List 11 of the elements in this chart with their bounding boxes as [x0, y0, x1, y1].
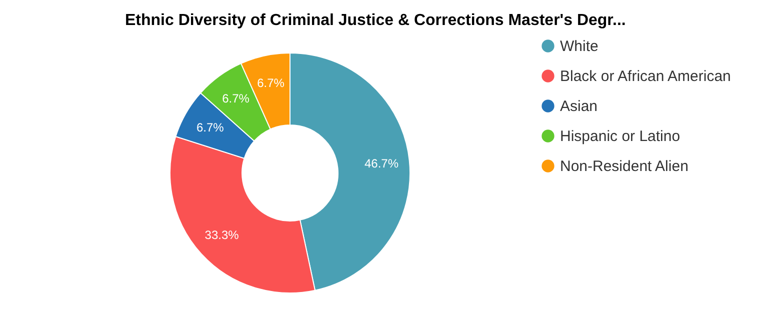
data-label: 33.3% [204, 228, 240, 242]
legend-label: Non-Resident Alien [560, 158, 688, 175]
data-label: 6.7% [196, 120, 224, 134]
data-label: 6.7% [257, 76, 285, 90]
data-label: 6.7% [222, 92, 250, 106]
legend-label: Asian [560, 98, 598, 115]
legend-label: Hispanic or Latino [560, 128, 680, 145]
legend-label: White [560, 38, 598, 55]
legend-label: Black or African American [560, 68, 731, 85]
data-label: 46.7% [364, 156, 399, 170]
chart-title: Ethnic Diversity of Criminal Justice & Corrections Master's Degr... [125, 12, 626, 29]
